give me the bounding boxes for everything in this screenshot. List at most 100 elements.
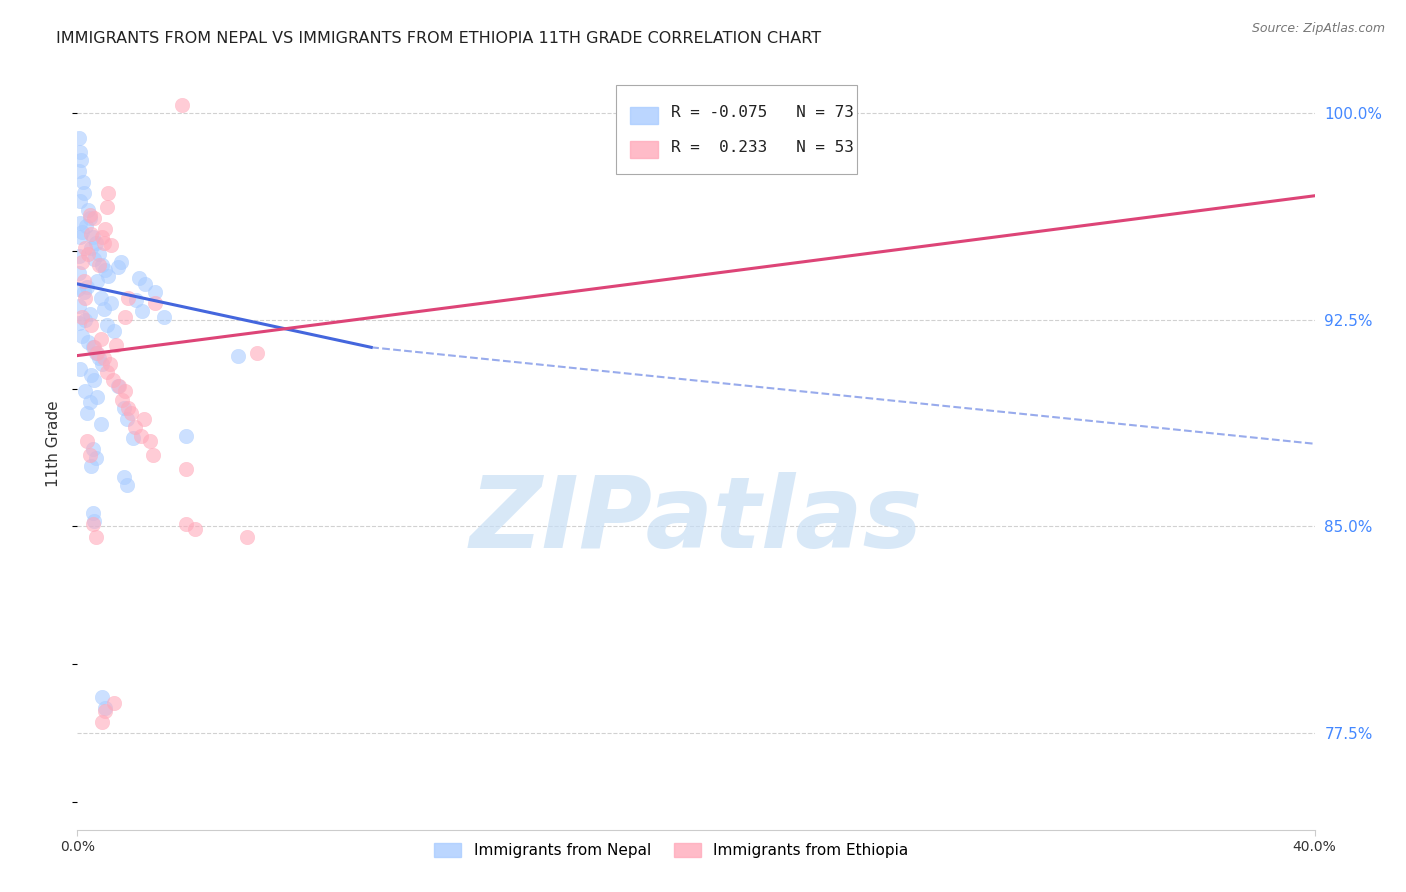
Point (79, 395, 101, 409)
Point (117, 291, 139, 305)
Point (101, 373, 124, 387)
Point (122, 431, 145, 445)
Point (82, 506, 104, 520)
Point (108, 379, 131, 393)
Point (91, 357, 114, 371)
Text: R = -0.075   N = 73: R = -0.075 N = 73 (671, 105, 853, 120)
Point (103, 324, 125, 338)
Point (70, 225, 93, 239)
Point (76, 407, 98, 421)
Point (84, 531, 107, 545)
Text: Source: ZipAtlas.com: Source: ZipAtlas.com (1251, 22, 1385, 36)
Point (93, 301, 115, 316)
Point (75, 219, 97, 233)
Point (90, 291, 111, 305)
Point (100, 238, 122, 252)
Point (91, 258, 114, 272)
Point (84, 235, 107, 250)
Point (103, 696, 125, 710)
Point (105, 337, 127, 351)
Point (82, 340, 104, 354)
Point (75, 241, 96, 255)
Point (69, 362, 91, 376)
Point (80, 458, 103, 473)
Point (174, 428, 197, 442)
Point (93, 351, 115, 366)
Point (94, 222, 117, 236)
Point (236, 531, 259, 545)
Point (125, 293, 148, 308)
Point (97, 268, 120, 283)
Point (83, 340, 105, 354)
Point (86, 390, 108, 404)
Point (91, 715, 114, 730)
Point (87, 351, 110, 366)
Point (72, 274, 94, 288)
Point (70, 153, 93, 167)
Point (80, 318, 103, 333)
Text: R =  0.233   N = 53: R = 0.233 N = 53 (671, 140, 853, 155)
Point (96, 318, 118, 333)
Point (83, 514, 105, 528)
Point (121, 407, 143, 421)
Point (139, 434, 162, 448)
Text: IMMIGRANTS FROM NEPAL VS IMMIGRANTS FROM ETHIOPIA 11TH GRADE CORRELATION CHART: IMMIGRANTS FROM NEPAL VS IMMIGRANTS FROM… (56, 31, 821, 46)
Point (114, 384, 136, 399)
Point (77, 202, 100, 217)
Point (115, 412, 138, 426)
Point (82, 442, 104, 457)
Point (94, 704, 117, 718)
Point (115, 478, 138, 492)
Point (112, 470, 135, 484)
Point (67, 299, 90, 313)
Point (226, 349, 249, 363)
Point (69, 316, 91, 330)
Point (69, 194, 91, 209)
Point (80, 368, 103, 382)
Point (80, 227, 103, 242)
Point (86, 274, 108, 288)
Point (73, 186, 96, 200)
Point (75, 291, 96, 305)
Point (67, 249, 90, 263)
Point (84, 346, 107, 360)
Point (80, 241, 103, 255)
FancyBboxPatch shape (616, 85, 856, 174)
Point (132, 412, 155, 426)
Point (246, 346, 269, 360)
Point (82, 230, 104, 244)
Point (77, 246, 100, 260)
Point (83, 373, 105, 387)
Point (70, 310, 93, 324)
Bar (630, 141, 658, 158)
Point (96, 200, 118, 214)
Point (83, 252, 105, 267)
Point (70, 329, 93, 343)
Point (184, 522, 207, 536)
Point (143, 285, 166, 300)
Point (96, 365, 118, 379)
Point (87, 258, 110, 272)
Point (79, 448, 101, 462)
Point (76, 279, 98, 293)
Point (131, 304, 153, 318)
Point (76, 434, 98, 448)
Point (69, 216, 91, 230)
Point (87, 246, 110, 260)
Point (93, 235, 115, 250)
Point (142, 448, 165, 462)
Point (82, 516, 104, 531)
Point (69, 145, 91, 159)
Point (94, 701, 117, 715)
Point (77, 334, 100, 349)
Point (153, 310, 176, 324)
Point (111, 392, 134, 407)
Text: ZIPatlas: ZIPatlas (470, 473, 922, 569)
Point (128, 271, 150, 285)
Point (100, 296, 122, 310)
Point (174, 461, 197, 475)
Point (91, 230, 114, 244)
Point (67, 131, 90, 145)
Point (98, 357, 121, 371)
Point (134, 277, 156, 291)
